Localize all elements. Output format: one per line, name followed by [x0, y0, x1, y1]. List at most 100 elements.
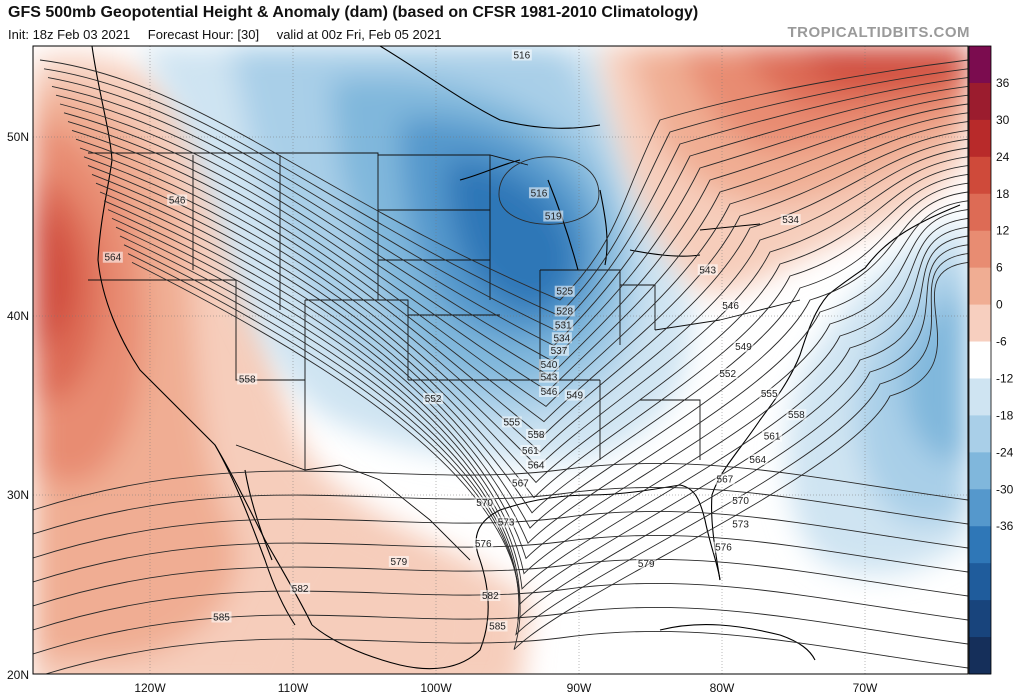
- colorbar-swatch: [969, 563, 991, 601]
- colorbar: 36 30 24 18 12 6 0 -6 -12 -18 -24 -30 -36: [968, 45, 1014, 675]
- run-info: Init: 18z Feb 03 2021 Forecast Hour: [30…: [8, 27, 455, 42]
- height-contour: [55, 94, 968, 362]
- height-contour: [123, 244, 968, 621]
- colorbar-swatch: [969, 637, 991, 675]
- contour-label: 537: [551, 346, 568, 357]
- height-contour: [33, 558, 968, 607]
- height-contour: [39, 59, 968, 301]
- colorbar-swatch: [969, 267, 991, 306]
- colorbar-tick: 30: [996, 113, 1010, 127]
- height-contours: [33, 59, 968, 674]
- contour-label-bg: [511, 49, 532, 61]
- contour-label-bg: [102, 251, 123, 263]
- contour-label-bg: [520, 445, 541, 457]
- colorbar-tick: -30: [996, 482, 1014, 496]
- contour-label-bg: [526, 428, 547, 440]
- height-contour: [127, 253, 968, 636]
- lat-tick-30n: 30N: [7, 488, 29, 502]
- map-border: [32, 45, 969, 675]
- contour-label-bg: [747, 453, 768, 465]
- lon-tick-70w: 70W: [853, 681, 878, 695]
- colorbar-swatch: [969, 600, 991, 638]
- height-contour: [71, 129, 968, 423]
- lon-tick-110w: 110W: [278, 681, 309, 695]
- height-contour: [498, 156, 600, 225]
- colorbar-swatch: [969, 378, 991, 416]
- height-contour: [33, 582, 968, 631]
- contour-label-bg: [480, 590, 501, 602]
- contour-label: 552: [425, 394, 442, 405]
- colorbar-tick: -18: [996, 408, 1014, 422]
- colorbar-tick: 18: [996, 187, 1010, 201]
- contour-label-bg: [538, 385, 559, 397]
- height-contour: [47, 77, 968, 331]
- contour-label: 528: [556, 306, 573, 317]
- height-contour: [33, 510, 968, 559]
- lon-tick-80w: 80W: [710, 681, 735, 695]
- colorbar-tick: 6: [996, 261, 1003, 275]
- contour-label-bg: [543, 210, 564, 222]
- height-contour: [107, 209, 968, 560]
- contour-label-bg: [714, 473, 735, 485]
- contour-label-bg: [553, 319, 574, 331]
- contour-label-bg: [554, 305, 575, 317]
- contour-label: 525: [556, 287, 573, 298]
- contour-label-bg: [290, 582, 311, 594]
- contour-label: 576: [715, 543, 732, 554]
- height-contour: [44, 630, 968, 674]
- contour-label-bg: [496, 516, 517, 528]
- colorbar-tick: 24: [996, 150, 1010, 164]
- contour-label-bg: [501, 416, 522, 428]
- colorbar-swatch: [969, 82, 991, 121]
- height-contour: [103, 200, 968, 544]
- contour-label: 549: [566, 391, 583, 402]
- anomaly-shading: [33, 46, 968, 674]
- contour-label-bg: [237, 373, 258, 385]
- lon-tick-100w: 100W: [420, 681, 452, 695]
- lon-tick-120w: 120W: [134, 681, 166, 695]
- contour-label-bg: [211, 611, 232, 623]
- init-time: Init: 18z Feb 03 2021: [8, 27, 131, 42]
- contour-label: 543: [541, 373, 558, 384]
- contour-label: 561: [764, 432, 781, 443]
- height-contour: [59, 103, 968, 377]
- height-contour: [131, 261, 968, 650]
- contour-label: 582: [292, 584, 309, 595]
- contour-label-bg: [510, 477, 531, 489]
- height-contour: [75, 138, 968, 438]
- colorbar-tick: -36: [996, 519, 1014, 533]
- chart-title: GFS 500mb Geopotential Height & Anomaly …: [8, 4, 699, 21]
- contour-label: 549: [735, 342, 752, 353]
- contour-label: 516: [513, 50, 530, 61]
- contour-label: 558: [788, 410, 805, 421]
- height-contour: [63, 112, 968, 392]
- contour-label: 582: [482, 591, 499, 602]
- height-contour: [91, 173, 968, 499]
- contour-label: 519: [545, 212, 562, 223]
- colorbar-swatch: [969, 119, 991, 158]
- contour-label-bg: [720, 300, 741, 312]
- colorbar-swatch: [969, 193, 991, 232]
- contour-label-bg: [780, 214, 801, 226]
- contour-label: 561: [522, 446, 539, 457]
- colorbar-tick: -24: [996, 445, 1014, 459]
- contour-label-bg: [528, 187, 549, 199]
- contour-label: 564: [528, 460, 545, 471]
- colorbar-swatch: [969, 452, 991, 490]
- height-contour: [33, 486, 968, 535]
- forecast-hour: Forecast Hour: [30]: [147, 27, 260, 42]
- colorbar-swatch: [969, 415, 991, 453]
- colorbar-tick: 0: [996, 298, 1003, 312]
- contour-label: 576: [475, 539, 492, 550]
- lat-tick-40n: 40N: [7, 309, 29, 323]
- contour-label-bg: [388, 556, 409, 568]
- height-contour: [43, 68, 968, 316]
- baja: [214, 444, 296, 626]
- contour-label-bg: [730, 518, 751, 530]
- contour-label: 552: [719, 369, 736, 380]
- contour-label: 534: [553, 333, 570, 344]
- contour-label-bg: [730, 495, 751, 507]
- contour-label-bg: [564, 389, 585, 401]
- contour-label-bg: [759, 387, 780, 399]
- contour-label: 573: [732, 519, 749, 530]
